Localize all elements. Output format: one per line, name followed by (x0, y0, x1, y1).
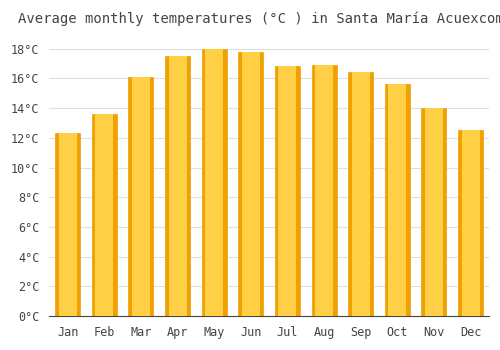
Bar (165, 56, 190, 316)
Bar (132, 77, 150, 316)
Bar (352, 72, 370, 316)
Bar (462, 130, 479, 316)
Bar (278, 66, 296, 316)
Bar (425, 108, 443, 316)
Bar (385, 84, 410, 316)
Bar (422, 108, 446, 316)
Bar (92, 114, 116, 316)
Bar (238, 51, 264, 316)
Bar (458, 130, 483, 316)
Bar (96, 114, 113, 316)
Bar (242, 51, 260, 316)
Bar (315, 65, 333, 316)
Bar (58, 133, 76, 316)
Title: Average monthly temperatures (°C ) in Santa María Acuexcomac: Average monthly temperatures (°C ) in Sa… (18, 11, 500, 26)
Bar (168, 56, 186, 316)
Bar (275, 66, 300, 316)
Bar (205, 49, 223, 316)
Bar (348, 72, 373, 316)
Bar (55, 133, 80, 316)
Bar (128, 77, 154, 316)
Bar (388, 84, 406, 316)
Bar (312, 65, 336, 316)
Bar (202, 49, 226, 316)
